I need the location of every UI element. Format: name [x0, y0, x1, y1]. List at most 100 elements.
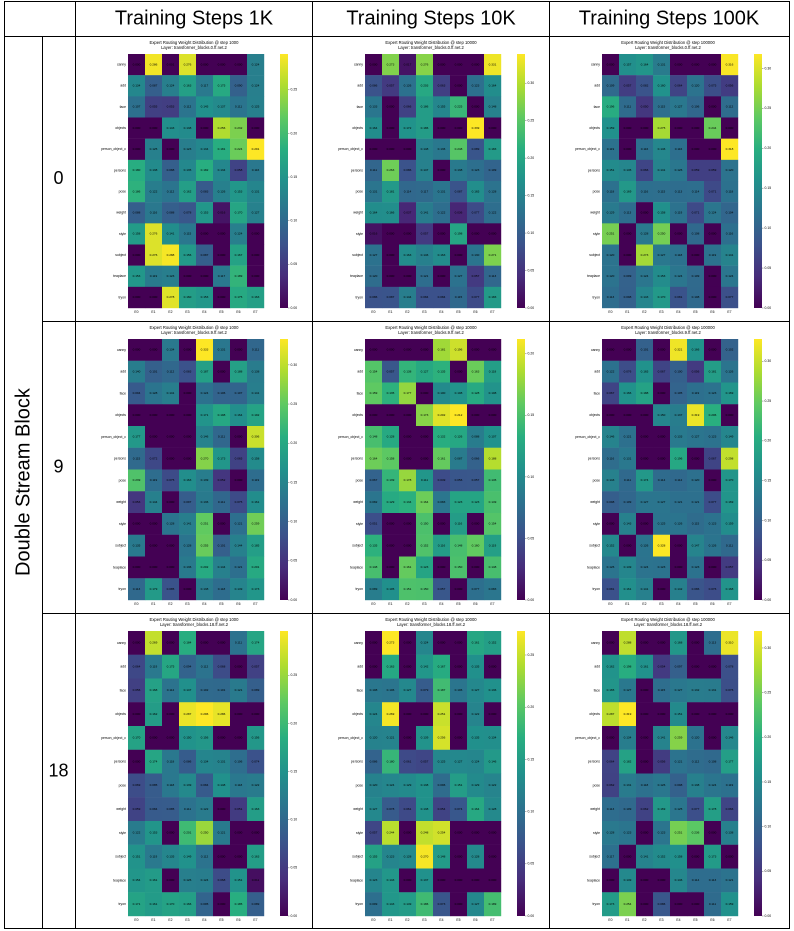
- heatmap-cell: [450, 223, 468, 245]
- expert-label: E3: [422, 310, 426, 314]
- heatmap-cell: [128, 578, 146, 601]
- heatmap-cell: [128, 75, 146, 97]
- route-label: weight: [353, 807, 363, 811]
- heatmap-cell: [247, 117, 265, 139]
- heatmap-cell: [416, 654, 434, 679]
- cell-value: 0.124: [641, 565, 649, 569]
- heatmap-cell: [636, 631, 654, 655]
- cell-value: 0.000: [692, 253, 700, 257]
- heatmap-cell: [433, 138, 451, 161]
- cell-value: 0.141: [658, 736, 666, 740]
- cell-value: 0.000: [455, 369, 463, 373]
- cell-value: 0.067: [370, 478, 378, 482]
- route-label: canny: [117, 348, 126, 352]
- cell-value: 0.121: [421, 274, 429, 278]
- expert-label: E6: [710, 310, 714, 314]
- heatmap-cell: [382, 96, 400, 118]
- cell-value: 0.188: [489, 456, 497, 460]
- route-label: canny: [591, 641, 600, 645]
- cell-value: 0.119: [150, 854, 158, 858]
- heatmap-cell: [247, 534, 265, 557]
- heatmap-cell: [382, 339, 400, 361]
- heatmap-cell: [382, 892, 400, 917]
- heatmap-cell: [365, 631, 383, 655]
- cell-value: 0.000: [133, 348, 141, 352]
- heatmap-cell: [365, 678, 383, 703]
- heatmap-cell: [433, 821, 451, 845]
- heatmap-cell: [399, 382, 417, 405]
- cell-value: 0.000: [472, 348, 480, 352]
- expert-label: E2: [168, 602, 172, 606]
- heatmap-cell: [704, 426, 722, 448]
- cell-value: 0.310: [726, 641, 734, 645]
- cell-value: 0.124: [472, 759, 480, 763]
- cell-value: 0.131: [218, 759, 226, 763]
- heatmap-cell: [399, 223, 417, 245]
- colorbar-tick-label: 0.15: [528, 413, 535, 417]
- cell-value: 0.083: [184, 369, 192, 373]
- cell-value: 0.143: [607, 478, 615, 482]
- cell-value: 0.108: [692, 232, 700, 236]
- heatmap-subtitle: Layer: transformer_blocks.18.ff.net.2: [160, 622, 229, 627]
- cell-value: 0.101: [150, 369, 158, 373]
- cell-value: 0.151: [133, 854, 141, 858]
- heatmap-cell: [162, 797, 180, 822]
- heatmap-cell: [687, 773, 705, 798]
- cell-value: 0.088: [167, 211, 175, 215]
- expert-label: E4: [439, 602, 443, 606]
- colorbar-tick-label: 0.10: [291, 520, 298, 524]
- heatmap-cell: [653, 469, 671, 492]
- heatmap-cell: [196, 797, 214, 822]
- cell-value: 0.000: [489, 664, 497, 668]
- cell-value: 0.144: [404, 295, 412, 299]
- heatmap-cell: [128, 223, 146, 245]
- cell-value: 0.087: [455, 189, 463, 193]
- cell-value: 0.160: [184, 295, 192, 299]
- cell-value: 0.123: [692, 565, 700, 569]
- cell-value: 0.123: [658, 831, 666, 835]
- cell-value: 0.175: [167, 664, 175, 668]
- cell-value: 0.165: [641, 369, 649, 373]
- heatmap-cell: [399, 578, 417, 601]
- heatmap-cell: [602, 382, 620, 405]
- cell-value: 0.000: [658, 391, 666, 395]
- cell-value: 0.131: [624, 783, 632, 787]
- heatmap-cell: [196, 202, 214, 224]
- cell-value: 0.000: [438, 641, 446, 645]
- route-label: pose: [119, 783, 126, 787]
- colorbar-tick-label: 0.30: [291, 363, 298, 367]
- heatmap-cell: [433, 491, 451, 514]
- heatmap-cell: [484, 404, 502, 427]
- heatmap-cell: [653, 404, 671, 427]
- heatmap-cell: [247, 54, 265, 76]
- cell-value: 0.000: [709, 478, 717, 482]
- cell-value: 0.141: [252, 391, 260, 395]
- cell-value: 0.151: [455, 783, 463, 787]
- colorbar-tick-label: 0.00: [765, 598, 772, 602]
- cell-value: 0.000: [167, 413, 175, 417]
- colorbar-tick-label: 0.25: [765, 691, 772, 695]
- heatmap-cell: [247, 382, 265, 405]
- cell-value: 0.000: [218, 232, 226, 236]
- heatmap-cell: [433, 654, 451, 679]
- heatmap-cell: [687, 578, 705, 601]
- route-label: objects: [352, 413, 363, 417]
- heatmap-cell: [399, 797, 417, 822]
- heatmap-cell: [602, 360, 620, 383]
- heatmap-cell: [196, 702, 214, 727]
- expert-label: E7: [253, 310, 257, 314]
- route-label: teaplace: [587, 274, 600, 278]
- cell-value: 0.125: [150, 147, 158, 151]
- heatmap-cell: [162, 447, 180, 470]
- heatmap-cell: [467, 54, 485, 76]
- heatmap-cell: [196, 223, 214, 245]
- cell-value: 0.000: [726, 712, 734, 716]
- heatmap-cell: [653, 534, 671, 557]
- cell-value: 0.118: [235, 783, 243, 787]
- heatmap-cell: [247, 654, 265, 679]
- heatmap-cell: [196, 821, 214, 845]
- cell-value: 0.057: [438, 587, 446, 591]
- cell-value: 0.000: [421, 435, 429, 439]
- cell-value: 0.106: [218, 391, 226, 395]
- cell-value: 0.120: [370, 736, 378, 740]
